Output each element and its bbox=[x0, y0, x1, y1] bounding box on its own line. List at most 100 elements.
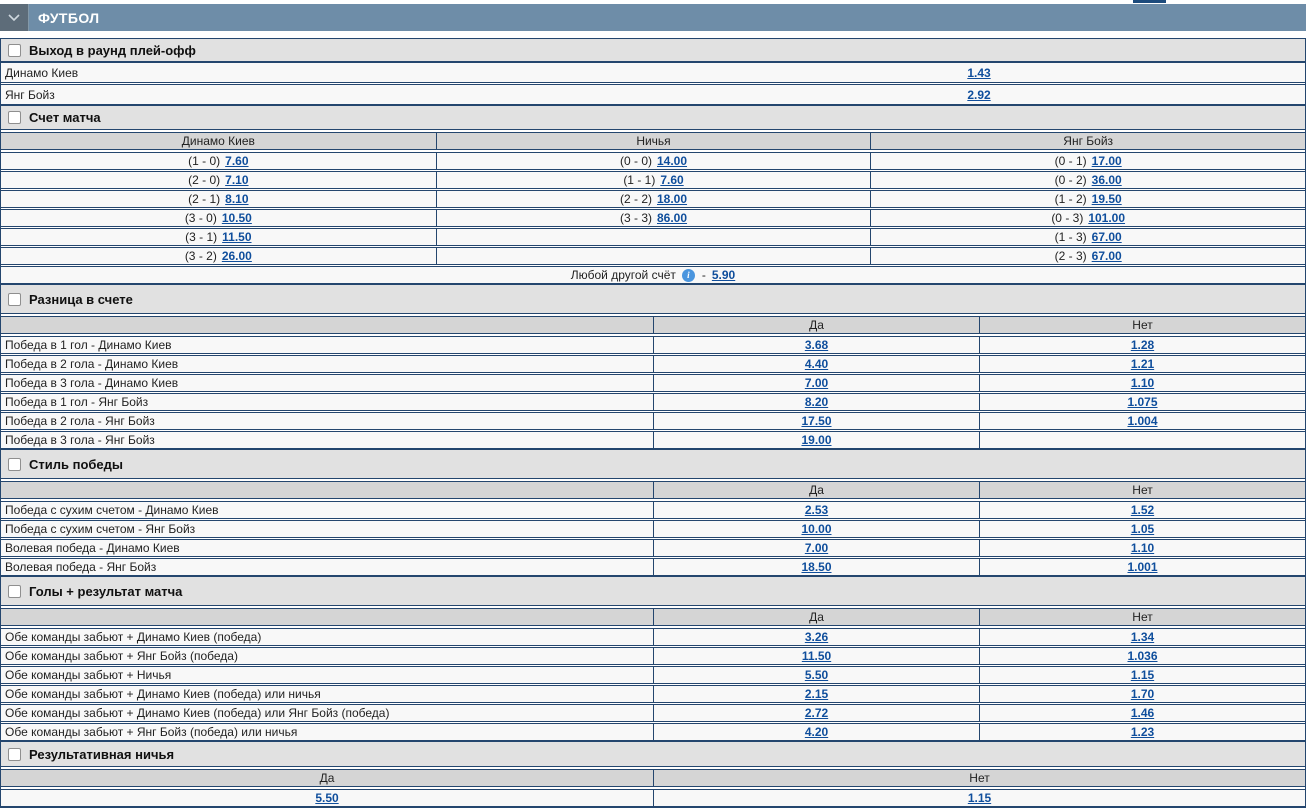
odds-link[interactable]: 26.00 bbox=[221, 249, 252, 263]
odds-link[interactable]: 3.68 bbox=[804, 338, 829, 352]
section-goals-result: Голы + результат матча Да Нет Обе команды з… bbox=[1, 576, 1305, 741]
odds-link[interactable]: 2.92 bbox=[967, 87, 991, 102]
odds-link[interactable]: 1.036 bbox=[1127, 649, 1158, 663]
bet-row: Волевая победа - Динамо Киев 7.00 1.10 bbox=[1, 539, 1305, 557]
odds-link[interactable]: 2.72 bbox=[804, 706, 829, 720]
score-label: (2 - 3) bbox=[1054, 249, 1087, 263]
section-checkbox[interactable] bbox=[8, 111, 21, 124]
sport-header[interactable]: ФУТБОЛ bbox=[0, 4, 1306, 31]
score-row: (3 - 1) 11.50 (1 - 3) 67.00 bbox=[1, 228, 1305, 246]
odds-link[interactable]: 7.60 bbox=[660, 173, 684, 187]
odds-link[interactable]: 10.50 bbox=[221, 211, 252, 225]
odds-link[interactable]: 7.00 bbox=[804, 541, 829, 555]
score-label: (1 - 2) bbox=[1054, 192, 1087, 206]
odds-link[interactable]: 19.00 bbox=[801, 433, 832, 447]
bet-row: Янг Бойз 2.92 bbox=[1, 84, 1305, 105]
odds-link[interactable]: 1.46 bbox=[1130, 706, 1155, 720]
odds-cell-no: 1.001 bbox=[979, 559, 1305, 575]
odds-link[interactable]: 1.43 bbox=[967, 65, 991, 80]
odds-link[interactable]: 67.00 bbox=[1091, 249, 1122, 263]
odds-link[interactable]: 18.50 bbox=[801, 560, 832, 574]
odds-link[interactable]: 8.10 bbox=[225, 192, 249, 206]
score-cell: (0 - 0) 14.00 bbox=[435, 153, 871, 169]
odds-cell-yes: 17.50 bbox=[653, 413, 979, 429]
section-title: Счет матча bbox=[29, 110, 101, 125]
odds-link[interactable]: 1.075 bbox=[1127, 395, 1158, 409]
chevron-down-icon[interactable] bbox=[0, 4, 29, 31]
score-label: (1 - 3) bbox=[1054, 230, 1087, 244]
column-header-empty bbox=[1, 609, 653, 625]
odds-link[interactable]: 14.00 bbox=[657, 154, 688, 168]
odds-link[interactable]: 36.00 bbox=[1091, 173, 1122, 187]
score-column-headers: Динамо Киев Ничья Янг Бойз bbox=[1, 132, 1305, 150]
odds-cell-no: 1.52 bbox=[979, 502, 1305, 518]
separator: - bbox=[701, 268, 706, 282]
odds-link[interactable]: 2.15 bbox=[804, 687, 829, 701]
odds-link[interactable]: 7.00 bbox=[804, 376, 829, 390]
odds-link[interactable]: 4.40 bbox=[804, 357, 829, 371]
odds-link[interactable]: 1.70 bbox=[1130, 687, 1155, 701]
column-header-no: Нет bbox=[979, 317, 1305, 333]
odds-link[interactable]: 1.52 bbox=[1130, 503, 1155, 517]
score-row: (2 - 1) 8.10 (2 - 2) 18.00 (1 - 2) 19.50 bbox=[1, 190, 1305, 208]
yesno-column-headers: Да Нет bbox=[1, 769, 1305, 787]
odds-link[interactable]: 10.00 bbox=[801, 522, 832, 536]
score-cell: (2 - 1) 8.10 bbox=[1, 191, 436, 207]
section-checkbox[interactable] bbox=[8, 747, 21, 761]
odds-link[interactable]: 1.001 bbox=[1127, 560, 1158, 574]
odds-link[interactable]: 17.50 bbox=[801, 414, 832, 428]
odds-link[interactable]: 4.20 bbox=[804, 725, 829, 739]
odds-cell-yes: 3.68 bbox=[653, 337, 979, 353]
bet-row: Обе команды забьют + Динамо Киев (победа… bbox=[1, 704, 1305, 722]
odds-link[interactable]: 1.28 bbox=[1130, 338, 1155, 352]
odds-link[interactable]: 3.26 bbox=[804, 630, 829, 644]
bet-row: Победа в 2 гола - Янг Бойз 17.50 1.004 bbox=[1, 412, 1305, 430]
section-checkbox[interactable] bbox=[8, 584, 21, 598]
score-cell: (1 - 3) 67.00 bbox=[870, 229, 1305, 245]
outcome-label: Динамо Киев bbox=[5, 65, 79, 80]
odds-link[interactable]: 17.00 bbox=[1091, 154, 1122, 168]
section-checkbox[interactable] bbox=[8, 43, 21, 57]
info-icon[interactable]: i bbox=[681, 268, 695, 282]
odds-link[interactable]: 19.50 bbox=[1091, 192, 1122, 206]
odds-link[interactable]: 11.50 bbox=[801, 649, 832, 663]
odds-link[interactable]: 11.50 bbox=[222, 230, 252, 244]
odds-link[interactable]: 1.15 bbox=[1130, 668, 1155, 682]
outcome-label: Победа с сухим счетом - Янг Бойз bbox=[5, 522, 196, 536]
odds-cell-no: 1.28 bbox=[979, 337, 1305, 353]
odds-link[interactable]: 1.15 bbox=[967, 791, 992, 805]
odds-link[interactable]: 1.10 bbox=[1130, 376, 1155, 390]
odds-link[interactable]: 8.20 bbox=[804, 395, 829, 409]
odds-link[interactable]: 1.10 bbox=[1130, 541, 1155, 555]
odds-cell-no: 1.10 bbox=[979, 375, 1305, 391]
bet-row: Динамо Киев 1.43 bbox=[1, 62, 1305, 83]
odds-link[interactable]: 7.60 bbox=[225, 154, 249, 168]
odds-link[interactable]: 1.34 bbox=[1130, 630, 1155, 644]
bet-row: Победа в 2 гола - Динамо Киев 4.40 1.21 bbox=[1, 355, 1305, 373]
odds-link[interactable]: 1.23 bbox=[1130, 725, 1155, 739]
score-row: (2 - 0) 7.10 (1 - 1) 7.60 (0 - 2) 36.00 bbox=[1, 171, 1305, 189]
section-win-style: Стиль победы Да Нет Победа с сухим счетом -… bbox=[1, 449, 1305, 576]
odds-link[interactable]: 86.00 bbox=[657, 211, 688, 225]
odds-link[interactable]: 7.10 bbox=[225, 173, 249, 187]
outcome-label: Победа в 1 гол - Динамо Киев bbox=[5, 338, 172, 352]
odds-link[interactable]: 5.90 bbox=[711, 268, 736, 282]
bet-row: Победа в 3 гола - Динамо Киев 7.00 1.10 bbox=[1, 374, 1305, 392]
outcome-label: Янг Бойз bbox=[5, 87, 55, 102]
odds-link[interactable]: 1.05 bbox=[1130, 522, 1155, 536]
score-label: (0 - 1) bbox=[1054, 154, 1087, 168]
odds-link[interactable]: 101.00 bbox=[1088, 211, 1126, 225]
section-header-score-margin: Разница в счете bbox=[1, 284, 1305, 314]
odds-link[interactable]: 18.00 bbox=[657, 192, 688, 206]
section-header-playoff: Выход в раунд плей-офф bbox=[1, 38, 1305, 62]
odds-link[interactable]: 67.00 bbox=[1091, 230, 1122, 244]
odds-link[interactable]: 5.50 bbox=[804, 668, 829, 682]
section-checkbox[interactable] bbox=[8, 457, 21, 471]
odds-link[interactable]: 2.53 bbox=[804, 503, 829, 517]
odds-link[interactable]: 1.21 bbox=[1130, 357, 1155, 371]
odds-link[interactable]: 5.50 bbox=[315, 791, 339, 805]
section-checkbox[interactable] bbox=[8, 292, 21, 306]
score-cell: (0 - 3) 101.00 bbox=[870, 210, 1305, 226]
odds-link[interactable]: 1.004 bbox=[1127, 414, 1158, 428]
